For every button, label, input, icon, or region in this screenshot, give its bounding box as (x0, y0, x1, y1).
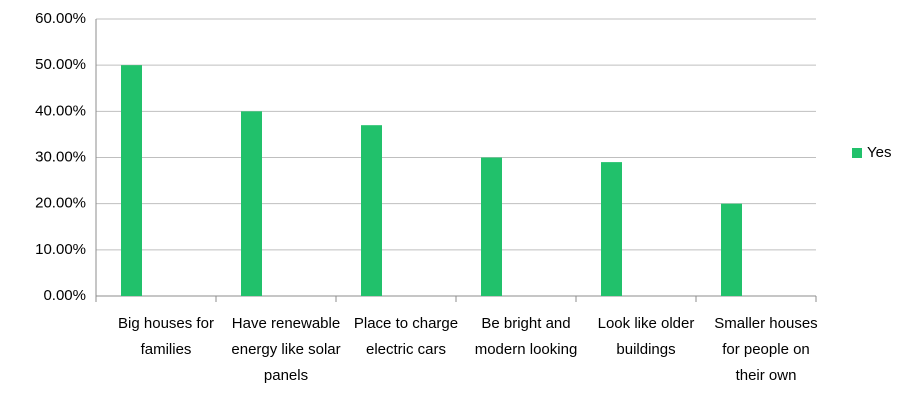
bar (601, 162, 622, 296)
y-tick-label: 30.00% (35, 148, 86, 165)
legend-label: Yes (867, 144, 891, 161)
x-tick-label: Look like older buildings (597, 315, 695, 358)
bar (481, 157, 502, 296)
x-tick-label: Have renewable energy like solar panels (231, 315, 341, 384)
bar (721, 203, 742, 296)
x-tick-label: Big houses for families (118, 315, 214, 358)
x-tick-label: Smaller houses for people on their own (714, 315, 818, 384)
y-tick-label: 40.00% (35, 102, 86, 119)
y-tick-label: 50.00% (35, 56, 86, 73)
y-tick-label: 0.00% (43, 287, 86, 304)
y-tick-label: 10.00% (35, 241, 86, 258)
y-tick-label: 20.00% (35, 195, 86, 212)
x-tick-label: Place to charge electric cars (353, 315, 459, 358)
y-tick-label: 60.00% (35, 10, 86, 27)
bar (241, 111, 262, 296)
x-tick-label: Be bright and modern looking (474, 315, 578, 358)
legend-swatch (852, 148, 862, 158)
bar (361, 125, 382, 296)
bar (121, 65, 142, 297)
